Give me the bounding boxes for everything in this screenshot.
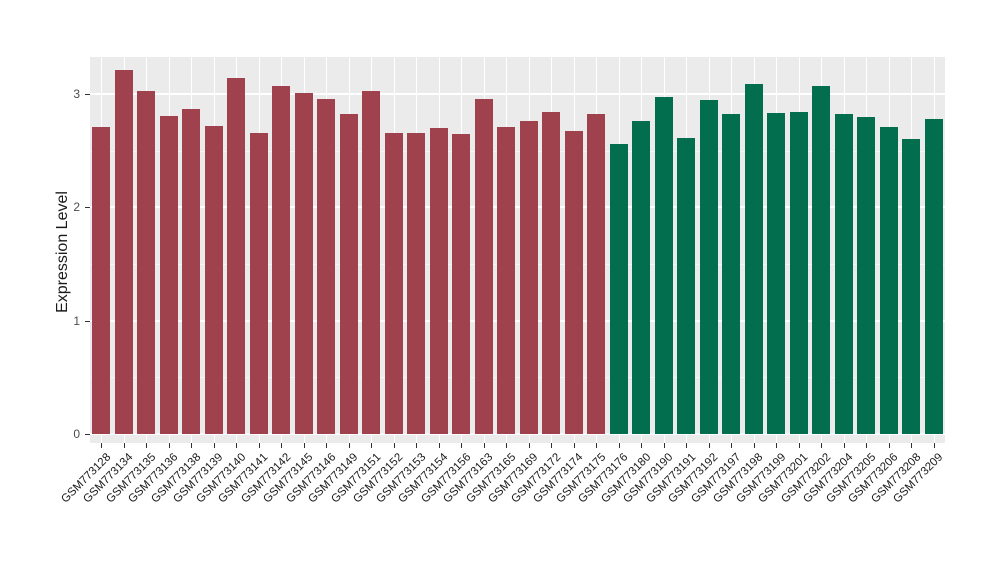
bar <box>924 119 943 434</box>
bar <box>879 126 898 434</box>
bar <box>182 108 201 434</box>
bar <box>92 126 111 434</box>
bar <box>497 126 516 434</box>
x-tick <box>483 443 485 448</box>
x-tick <box>641 443 643 448</box>
bar <box>294 92 313 434</box>
bar <box>204 125 223 434</box>
bar <box>654 97 673 434</box>
y-gridline-major <box>90 93 945 96</box>
x-tick <box>461 443 463 448</box>
x-tick <box>933 443 935 448</box>
x-tick <box>843 443 845 448</box>
x-tick <box>213 443 215 448</box>
x-tick <box>191 443 193 448</box>
bar <box>227 78 246 434</box>
x-tick <box>663 443 665 448</box>
bar <box>137 90 156 434</box>
y-gridline-major <box>90 433 945 435</box>
x-tick <box>573 443 575 448</box>
x-tick <box>438 443 440 448</box>
x-tick <box>393 443 395 448</box>
x-tick <box>416 443 418 448</box>
bar <box>857 116 876 434</box>
y-tick-label: 3 <box>73 87 80 102</box>
bar <box>767 113 786 434</box>
bar <box>677 138 696 434</box>
bar <box>159 115 178 434</box>
x-tick <box>798 443 800 448</box>
y-tick <box>85 320 90 322</box>
x-tick <box>551 443 553 448</box>
bar <box>429 128 448 434</box>
y-tick-label: 0 <box>73 427 80 441</box>
bar <box>902 139 921 434</box>
bar <box>474 98 493 434</box>
bar <box>339 114 358 434</box>
y-gridline-major <box>90 319 945 322</box>
bar <box>452 133 471 434</box>
x-tick <box>596 443 598 448</box>
bar <box>384 132 403 434</box>
y-tick <box>85 434 90 435</box>
x-tick <box>731 443 733 448</box>
plot-panel <box>90 57 945 443</box>
x-tick <box>618 443 620 448</box>
bar <box>722 114 741 434</box>
y-tick <box>85 94 90 96</box>
x-tick <box>708 443 710 448</box>
bar <box>699 99 718 434</box>
bar <box>272 86 291 434</box>
y-gridline-minor <box>90 150 945 152</box>
bar <box>317 98 336 434</box>
y-tick-label: 2 <box>73 200 80 215</box>
y-gridline-minor <box>90 377 945 379</box>
y-gridline-major <box>90 206 945 209</box>
x-tick <box>281 443 283 448</box>
y-tick <box>85 207 90 209</box>
x-tick <box>146 443 148 448</box>
x-tick <box>326 443 328 448</box>
x-tick <box>168 443 170 448</box>
bar <box>564 131 583 434</box>
x-tick <box>821 443 823 448</box>
x-tick <box>101 443 103 448</box>
bar <box>812 86 831 434</box>
y-gridline-minor <box>90 264 945 266</box>
bar <box>609 143 628 434</box>
x-tick <box>506 443 508 448</box>
bar <box>834 114 853 434</box>
bar <box>407 132 426 434</box>
x-tick <box>866 443 868 448</box>
x-tick <box>911 443 913 448</box>
x-tick <box>686 443 688 448</box>
bar <box>542 112 561 434</box>
x-tick <box>776 443 778 448</box>
y-tick-label: 1 <box>73 313 80 328</box>
bar <box>114 70 133 434</box>
x-tick <box>888 443 890 448</box>
bar <box>789 112 808 434</box>
bar <box>744 83 763 434</box>
x-tick <box>753 443 755 448</box>
x-tick <box>123 443 125 448</box>
x-tick <box>348 443 350 448</box>
x-tick <box>371 443 373 448</box>
bar <box>632 121 651 434</box>
bar <box>249 132 268 434</box>
bar <box>519 121 538 434</box>
bar <box>362 90 381 434</box>
x-tick <box>528 443 530 448</box>
x-tick <box>303 443 305 448</box>
x-tick <box>258 443 260 448</box>
x-tick <box>236 443 238 448</box>
bar <box>587 114 606 434</box>
